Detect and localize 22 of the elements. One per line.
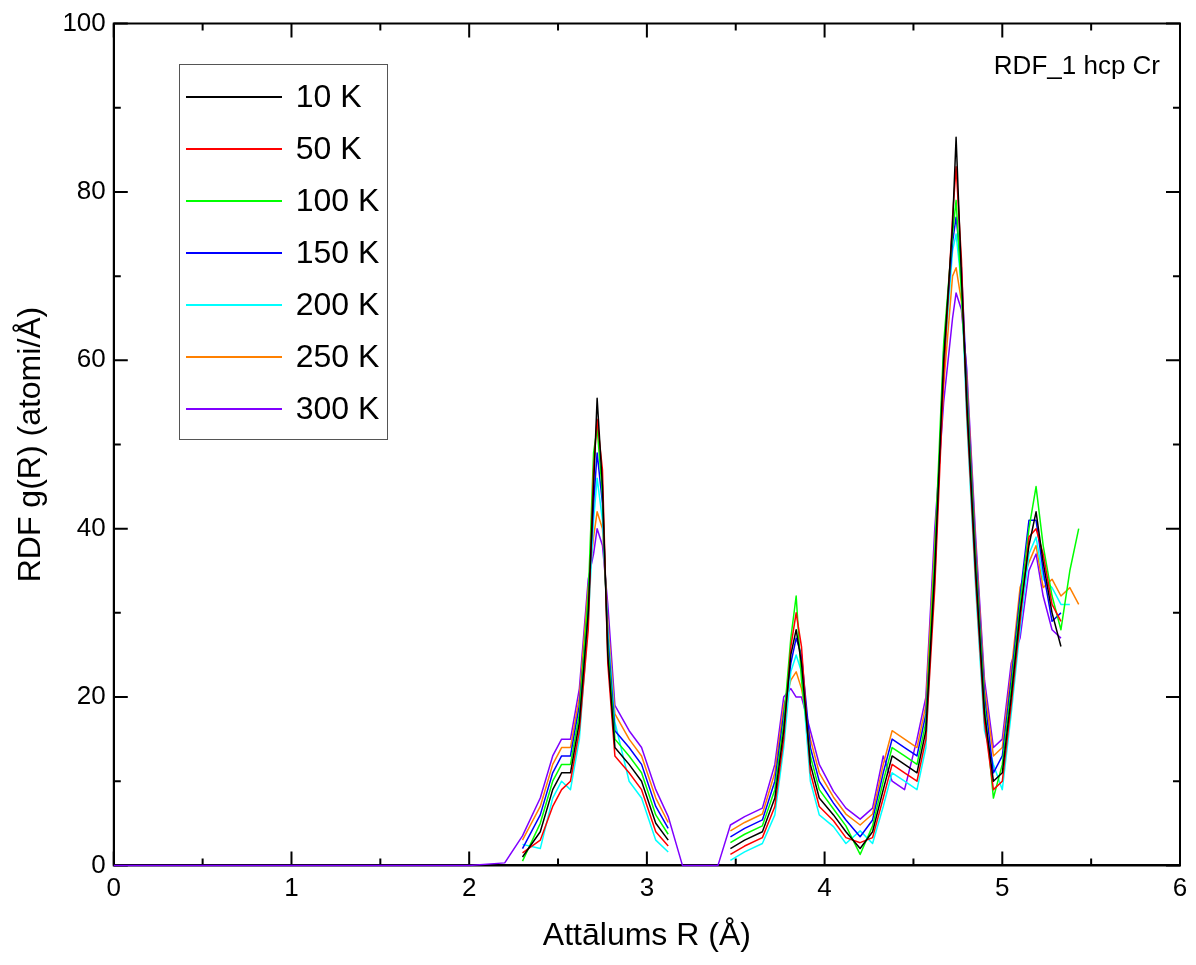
- legend-label: 100 K: [295, 182, 380, 220]
- x-axis-title: Attālums R (Å): [542, 915, 751, 952]
- x-tick-label: 6: [1172, 872, 1188, 903]
- y-axis-title: RDF g(R) (atomi/Å): [11, 306, 48, 583]
- legend-label: 250 K: [295, 338, 380, 376]
- legend-label: 50 K: [295, 130, 362, 168]
- legend-label: 300 K: [295, 390, 380, 428]
- legend-label: 200 K: [295, 286, 380, 324]
- x-tick-label: 4: [817, 872, 832, 903]
- x-tick-label: 2: [461, 872, 477, 903]
- y-tick-label: 60: [76, 343, 106, 374]
- x-tick-label: 5: [995, 872, 1010, 903]
- y-tick-label: 0: [91, 848, 106, 879]
- y-tick-label: 80: [76, 175, 106, 206]
- x-tick-label: 1: [284, 872, 299, 903]
- y-tick-label: 40: [76, 511, 106, 542]
- y-tick-label: 100: [62, 6, 106, 37]
- legend-label: 10 K: [295, 78, 362, 116]
- legend-label: 150 K: [295, 234, 380, 272]
- x-tick-label: 3: [639, 872, 655, 903]
- annotation: RDF_1 hcp Cr: [993, 49, 1161, 80]
- y-tick-label: 20: [76, 680, 106, 711]
